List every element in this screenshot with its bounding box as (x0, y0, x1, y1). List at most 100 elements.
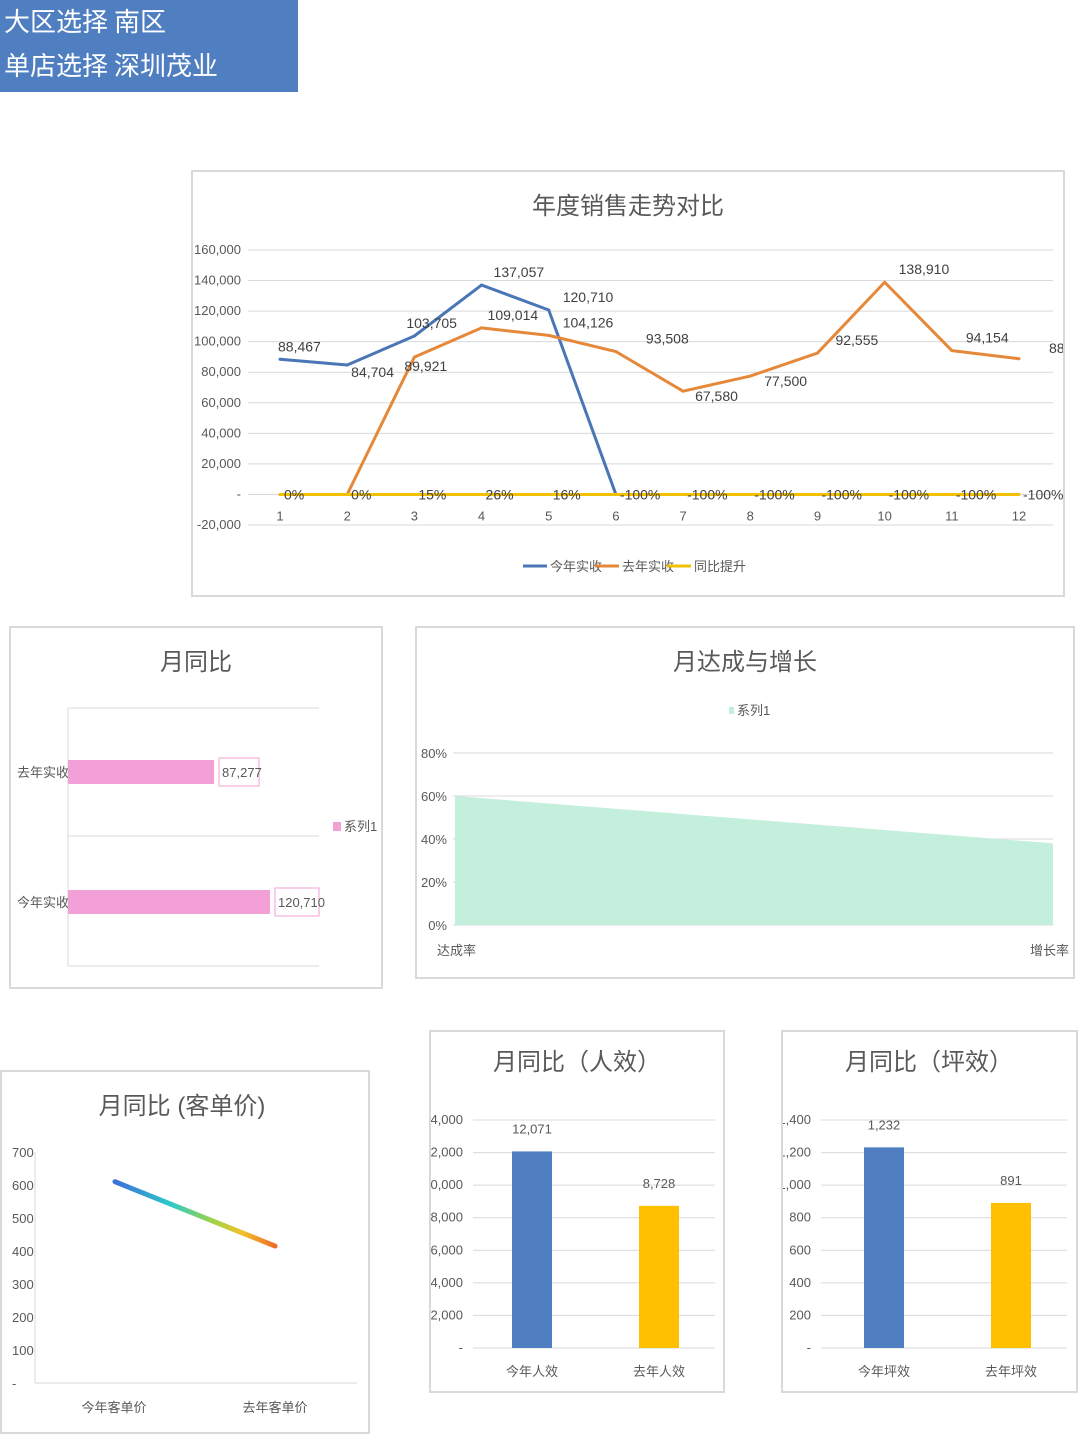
data-point (345, 492, 349, 496)
filter-panel: 大区选择 南区 单店选择 深圳茂业 (0, 0, 298, 92)
data-label: 109,014 (488, 307, 539, 323)
y-tick-label: 20% (421, 875, 447, 890)
region-filter-row[interactable]: 大区选择 南区 (4, 0, 298, 44)
region-filter-label: 大区选择 (4, 7, 109, 37)
data-label: 87,277 (222, 765, 262, 780)
data-label: -100% (754, 486, 794, 502)
y-tick-label: -20,000 (197, 517, 241, 532)
store-filter-row[interactable]: 单店选择 深圳茂业 (4, 44, 298, 88)
y-tick-label: 400 (789, 1275, 811, 1290)
data-point (345, 363, 349, 367)
chart-title: 月同比 (客单价) (99, 1093, 266, 1120)
x-tick-label: 去年坪效 (985, 1364, 1037, 1379)
data-label: -100% (620, 486, 660, 502)
data-label: 16% (553, 486, 581, 502)
data-label: 94,154 (966, 330, 1009, 346)
x-tick-label: 去年客单价 (242, 1400, 307, 1415)
bar (68, 760, 215, 784)
data-point (681, 389, 685, 393)
region-filter-value[interactable]: 南区 (114, 7, 167, 37)
data-label: 891 (1000, 1173, 1022, 1188)
x-tick-label: 2 (344, 508, 351, 523)
data-point (412, 334, 416, 338)
data-label: 138,910 (899, 261, 950, 277)
data-label: 89,921 (404, 358, 447, 374)
y-tick-label: 10,000 (431, 1177, 463, 1192)
bar (68, 890, 270, 914)
data-label: -100% (821, 486, 861, 502)
legend-label: 系列1 (344, 819, 377, 834)
x-tick-label: 4 (478, 508, 485, 523)
y-tick-label: 120,000 (194, 303, 241, 318)
data-point (883, 280, 887, 284)
bar (864, 1147, 904, 1348)
y-tick-label: 4,000 (431, 1275, 463, 1290)
data-label-box (274, 887, 320, 917)
data-label: 92,555 (835, 332, 878, 348)
category-label: 今年实收 (17, 895, 69, 910)
chart-title: 月同比（人效） (493, 1049, 661, 1076)
y-tick-label: - (12, 1376, 16, 1391)
x-tick-label: 9 (814, 508, 821, 523)
data-point (614, 350, 618, 354)
y-tick-label: 40% (421, 832, 447, 847)
data-point (815, 351, 819, 355)
data-label: 120,710 (278, 895, 325, 910)
store-filter-value[interactable]: 深圳茂业 (114, 51, 219, 81)
y-tick-label: 100,000 (194, 334, 241, 349)
y-tick-label: 60% (421, 789, 447, 804)
y-tick-label: - (459, 1340, 463, 1355)
achievement-chart-panel: 月达成与增长 系列1 80% 60% 40% 20% 0% 达成率 增长率 (415, 626, 1075, 979)
y-tick-label: 100 (12, 1343, 34, 1358)
y-tick-label: 200 (12, 1310, 34, 1325)
x-tick-label: 今年客单价 (81, 1400, 146, 1415)
data-point (748, 492, 752, 496)
unit-price-chart-panel: 月同比 (客单价) 700 600 500 400 300 200 100 - 今年客单价 去年客单… (0, 1070, 370, 1434)
bar (639, 1205, 679, 1348)
store-filter-label: 单店选择 (4, 51, 109, 81)
legend-label: 系列1 (737, 703, 770, 718)
data-point (480, 492, 484, 496)
data-label: 15% (418, 486, 446, 502)
area-efficiency-chart: 月同比（坪效） 1,400 1,200 1,000 800 600 400 200 - 1,232… (778, 1049, 1067, 1379)
legend-swatch (333, 822, 341, 831)
y-tick-label: 700 (12, 1145, 34, 1160)
data-label: 8,728 (643, 1176, 676, 1191)
x-tick-label: 增长率 (1030, 943, 1069, 958)
y-tick-label: 140,000 (194, 273, 241, 288)
data-label: 120,710 (563, 289, 614, 305)
legend-swatch (729, 707, 734, 714)
data-point (815, 492, 819, 496)
data-label: -100% (956, 486, 996, 502)
data-label: 77,500 (764, 373, 807, 389)
data-point (1017, 492, 1021, 496)
monthly-yoy-chart-panel: 月同比 去年实收 87,277 今年实收 120,710 系列1 (9, 626, 383, 989)
y-tick-label: 600 (789, 1242, 811, 1257)
data-label: 103,705 (406, 315, 457, 331)
data-point (412, 492, 416, 496)
y-tick-label: 8,000 (431, 1210, 463, 1225)
data-point (950, 492, 954, 496)
y-tick-label: 600 (12, 1178, 34, 1193)
data-point (547, 308, 551, 312)
area-efficiency-chart-panel: 月同比（坪效） 1,400 1,200 1,000 800 600 400 200 - 1,232… (778, 1030, 1078, 1393)
chart-title: 月同比（坪效） (845, 1049, 1013, 1076)
staff-efficiency-chart-panel: 月同比（人效） 14,000 12,000 10,000 8,000 6,000 4,000… (423, 1030, 725, 1393)
x-tick-label: 11 (945, 508, 959, 523)
data-label: 26% (486, 486, 514, 502)
y-tick-label: 14,000 (431, 1112, 463, 1127)
chart-title: 月同比 (160, 649, 232, 676)
y-tick-label: 6,000 (431, 1242, 463, 1257)
data-point (547, 492, 551, 496)
y-tick-label: 20,000 (201, 456, 241, 471)
data-label: -100% (889, 486, 929, 502)
data-label: 88,790 (1049, 340, 1063, 356)
data-point (480, 283, 484, 287)
y-tick-label: 1,200 (783, 1145, 811, 1160)
y-tick-label: 12,000 (431, 1145, 463, 1160)
chart-title: 月达成与增长 (673, 649, 817, 676)
y-tick-label: - (237, 486, 241, 501)
series-line-2 (280, 280, 1020, 496)
data-point (547, 333, 551, 337)
